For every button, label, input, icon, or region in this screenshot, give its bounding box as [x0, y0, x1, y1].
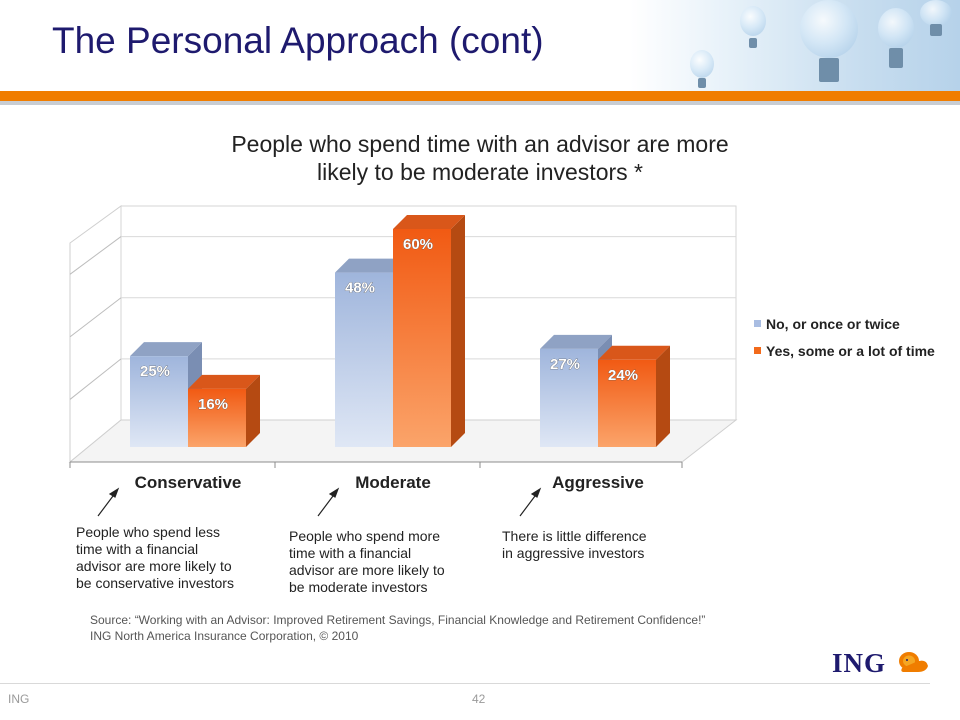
note-moderate: People who spend more time with a financ… — [289, 528, 489, 596]
lightbulb-base — [889, 48, 903, 68]
lightbulb-base — [749, 38, 757, 48]
lightbulb-icon — [740, 6, 766, 36]
note-aggressive: There is little difference in aggressive… — [502, 528, 702, 562]
bar-side — [656, 345, 670, 447]
legend-item-series-2: Yes, some or a lot of time — [752, 343, 952, 360]
chart-subtitle: People who spend time with an advisor ar… — [160, 130, 800, 186]
subtitle-line-2: likely to be moderate investors * — [317, 159, 643, 185]
data-label: 24% — [608, 367, 638, 384]
lightbulb-base — [819, 58, 839, 82]
bar — [540, 348, 598, 447]
arrowhead-icon — [530, 487, 542, 498]
bar — [335, 272, 393, 447]
lightbulb-icon — [800, 0, 858, 58]
header-orange-bar — [0, 91, 960, 101]
bar — [393, 229, 451, 447]
arrowhead-icon — [328, 487, 340, 498]
legend-label: Yes, some or a lot of time — [766, 343, 935, 359]
note-line: time with a financial — [289, 545, 412, 561]
footer-divider — [0, 683, 930, 684]
slide-title: The Personal Approach (cont) — [52, 20, 544, 61]
note-line: People who spend less — [76, 524, 220, 540]
note-line: be conservative investors — [76, 575, 234, 591]
category-label: Moderate — [355, 473, 431, 492]
data-label: 16% — [198, 396, 228, 413]
legend-label: No, or once or twice — [766, 316, 900, 332]
note-line: People who spend more — [289, 528, 440, 544]
gridline-wall — [69, 297, 122, 338]
note-line: There is little difference — [502, 528, 647, 544]
page-number: 42 — [472, 692, 486, 706]
source-citation: Source: “Working with an Advisor: Improv… — [90, 612, 810, 644]
gridline-wall — [69, 358, 122, 400]
bar — [598, 359, 656, 447]
bar-top — [188, 374, 260, 389]
source-line-2: ING North America Insurance Corporation,… — [90, 629, 359, 643]
lightbulb-base — [930, 24, 942, 36]
lightbulb-icon — [920, 0, 952, 26]
legend-swatch-orange — [754, 347, 761, 354]
bar-top — [393, 215, 465, 229]
note-line: be moderate investors — [289, 579, 428, 595]
bar-top — [540, 334, 612, 349]
bar-top — [335, 258, 407, 273]
subtitle-line-1: People who spend time with an advisor ar… — [231, 131, 729, 157]
footer-company: ING — [8, 692, 30, 706]
note-line: advisor are more likely to — [76, 558, 232, 574]
legend-item-series-1: No, or once or twice — [752, 316, 952, 333]
note-line: in aggressive investors — [502, 545, 645, 561]
data-label: 60% — [403, 236, 433, 253]
bar-side — [246, 374, 260, 447]
chart-legend: No, or once or twice Yes, some or a lot … — [752, 316, 952, 370]
lightbulb-base — [698, 78, 706, 88]
data-label: 27% — [550, 356, 580, 373]
bar-top — [130, 342, 202, 357]
bar — [130, 356, 188, 447]
lightbulb-icon — [690, 50, 714, 78]
header-grey-bar — [0, 101, 960, 105]
category-label: Conservative — [135, 473, 242, 492]
bar — [188, 388, 246, 447]
bar-top — [598, 345, 670, 360]
lion-logo-icon — [899, 652, 928, 672]
legend-swatch-blue — [754, 320, 761, 327]
category-label: Aggressive — [552, 473, 644, 492]
gridline-wall — [69, 236, 122, 275]
lightbulbs-banner — [630, 0, 960, 92]
source-line-1: Source: “Working with an Advisor: Improv… — [90, 613, 706, 627]
note-line: advisor are more likely to — [289, 562, 445, 578]
arrowhead-icon — [108, 487, 120, 498]
data-label: 48% — [345, 280, 375, 297]
bar-side — [451, 215, 465, 447]
note-conservative: People who spend less time with a financ… — [76, 524, 276, 592]
ing-logo: ING — [832, 648, 887, 678]
lightbulb-icon — [878, 8, 914, 48]
data-label: 25% — [140, 363, 170, 380]
note-line: time with a financial — [76, 541, 199, 557]
